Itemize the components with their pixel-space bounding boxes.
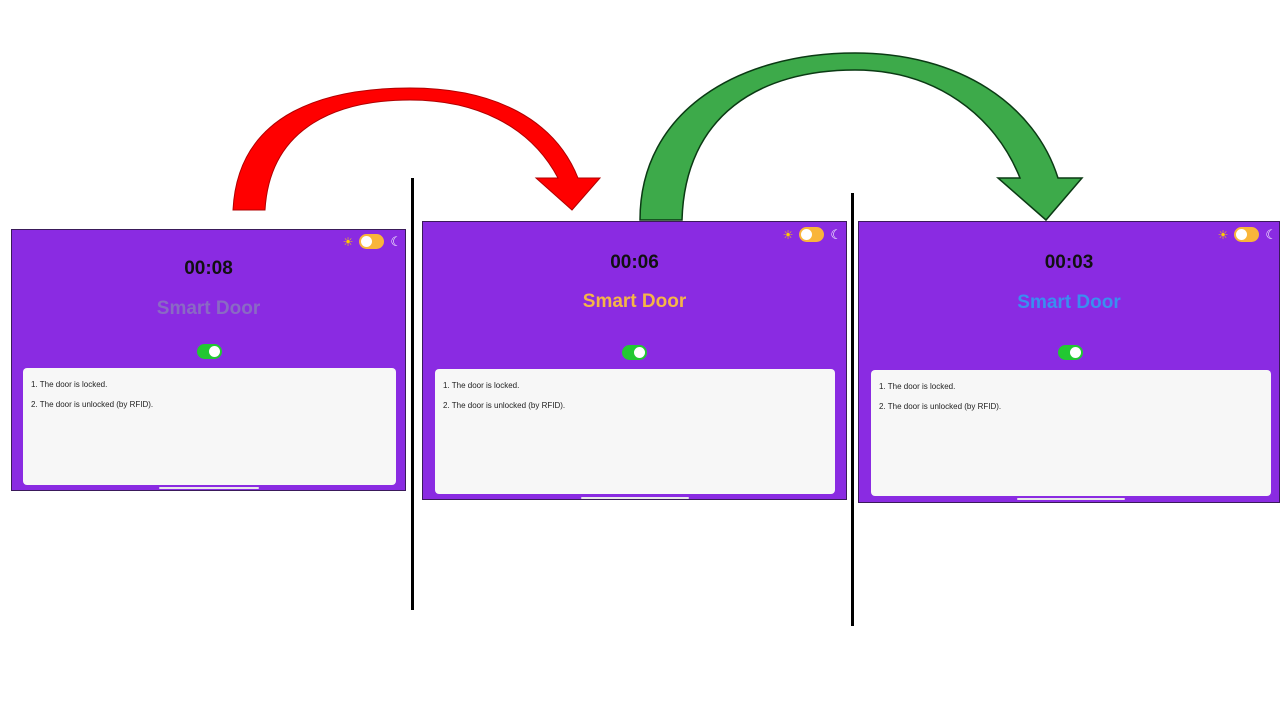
timer-display: 00:08 <box>184 258 233 279</box>
green-curved-arrow <box>639 52 1084 222</box>
log-entry: 2. The door is unlocked (by RFID). <box>879 402 1002 411</box>
app-screen-1: ☀ ☾ 00:08 Smart Door 1. The door is lock… <box>11 229 406 491</box>
red-curved-arrow <box>232 87 602 211</box>
log-entry: 1. The door is locked. <box>879 382 956 391</box>
moon-icon: ☾ <box>1265 227 1277 242</box>
divider-right <box>851 193 854 626</box>
home-indicator <box>1017 498 1125 500</box>
log-entry: 2. The door is unlocked (by RFID). <box>31 400 154 409</box>
sun-icon: ☀ <box>782 227 794 242</box>
event-log-panel: 1. The door is locked. 2. The door is un… <box>871 370 1271 496</box>
theme-toggle[interactable]: ☀ ☾ <box>343 234 402 249</box>
log-entry: 2. The door is unlocked (by RFID). <box>443 401 566 410</box>
timer-display: 00:06 <box>610 252 659 273</box>
moon-icon: ☾ <box>830 227 842 242</box>
sun-icon: ☀ <box>1217 227 1229 242</box>
theme-toggle[interactable]: ☀ ☾ <box>783 227 842 242</box>
app-title: Smart Door <box>1017 292 1121 313</box>
theme-switch[interactable] <box>1234 227 1260 242</box>
event-log-panel: 1. The door is locked. 2. The door is un… <box>23 368 396 485</box>
log-entry: 1. The door is locked. <box>443 381 520 390</box>
door-lock-toggle[interactable] <box>622 345 647 360</box>
app-title: Smart Door <box>156 298 261 319</box>
divider-left <box>411 178 414 610</box>
event-log-panel: 1. The door is locked. 2. The door is un… <box>435 369 835 494</box>
home-indicator <box>159 487 259 489</box>
log-entry: 1. The door is locked. <box>31 380 108 389</box>
theme-toggle[interactable]: ☀ ☾ <box>1218 227 1277 242</box>
app-screen-3: ☀ ☾ 00:03 Smart Door 1. The door is lock… <box>858 221 1280 503</box>
door-lock-toggle[interactable] <box>197 344 222 359</box>
timer-display: 00:03 <box>1044 252 1094 273</box>
door-lock-toggle[interactable] <box>1058 345 1083 360</box>
app-title: Smart Door <box>582 291 687 312</box>
moon-icon: ☾ <box>390 234 402 249</box>
app-screen-2: ☀ ☾ 00:06 Smart Door 1. The door is lock… <box>422 221 847 500</box>
sun-icon: ☀ <box>342 234 354 249</box>
home-indicator <box>581 497 689 499</box>
theme-switch[interactable] <box>359 234 385 249</box>
theme-switch[interactable] <box>799 227 825 242</box>
